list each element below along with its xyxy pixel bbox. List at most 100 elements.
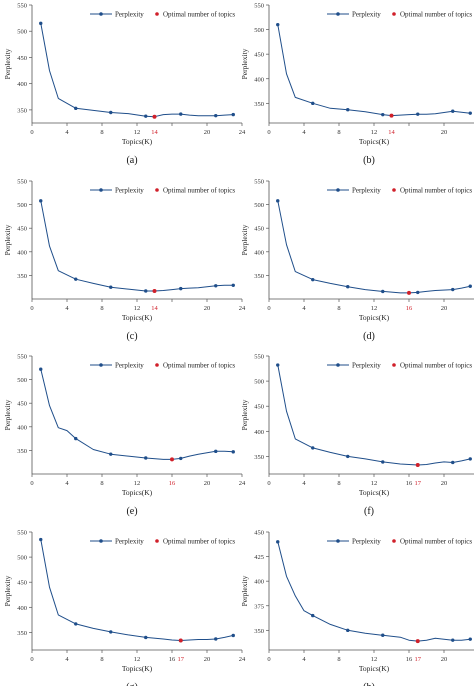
- panel-label: (g): [126, 682, 138, 686]
- optimal-point: [152, 288, 157, 293]
- y-tick-label: 400: [254, 429, 264, 436]
- x-tick-label: 0: [30, 656, 33, 663]
- y-tick-label: 500: [254, 379, 264, 386]
- x-tick-label-optimal: 14: [151, 305, 158, 312]
- legend-optimal-swatch: [392, 188, 396, 192]
- legend-optimal-swatch: [155, 539, 159, 543]
- legend-label-optimal: Optimal number of topics: [400, 187, 472, 195]
- x-tick-label: 4: [302, 129, 306, 136]
- optimal-point: [407, 290, 411, 295]
- perplexity-point: [39, 537, 43, 542]
- y-tick-label: 350: [17, 107, 27, 114]
- legend-marker-swatch: [336, 363, 340, 367]
- perplexity-point: [451, 638, 455, 642]
- x-tick-label: 0: [267, 129, 270, 136]
- y-axis-title: Perplexity: [240, 399, 249, 430]
- panel-label: (f): [364, 506, 374, 517]
- perplexity-point: [416, 112, 420, 116]
- perplexity-point: [468, 111, 472, 115]
- perplexity-point: [109, 285, 113, 289]
- panel-f: 350 400 450 500 550 0 4 8 12 16 20 24 17 Topics(K) Per…: [240, 354, 474, 517]
- perplexity-line: [277, 364, 471, 466]
- perplexity-point: [109, 110, 113, 115]
- x-tick-label: 12: [371, 480, 378, 487]
- x-tick-label: 0: [30, 305, 33, 312]
- x-tick-label-optimal: 14: [388, 129, 395, 136]
- perplexity-point: [144, 456, 148, 460]
- y-tick-label: 450: [254, 226, 264, 233]
- perplexity-line: [40, 539, 234, 641]
- perplexity-point: [39, 367, 43, 371]
- x-tick-label: 0: [30, 129, 33, 136]
- y-axis-title: Perplexity: [3, 399, 12, 430]
- legend-marker-swatch: [99, 188, 103, 192]
- perplexity-line: [40, 200, 234, 292]
- perplexity-line: [277, 24, 471, 117]
- perplexity-point: [179, 286, 183, 291]
- x-axis-title: Topics(K): [359, 488, 390, 497]
- perplexity-point: [381, 289, 385, 294]
- legend-optimal-swatch: [155, 188, 159, 192]
- panel-h: 350 375 400 425 450 0 4 8 12 16 20 24 17 Topics(K) Per…: [240, 530, 474, 686]
- y-tick-label: 400: [17, 605, 27, 612]
- x-axis-title: Topics(K): [359, 137, 390, 146]
- perplexity-line: [40, 23, 234, 118]
- x-tick-label: 12: [371, 656, 378, 663]
- y-axis-title: Perplexity: [3, 48, 12, 79]
- perplexity-point: [214, 113, 218, 118]
- x-tick-label: 4: [65, 480, 69, 487]
- y-axis-title: Perplexity: [240, 224, 249, 255]
- y-tick-label: 400: [17, 249, 27, 256]
- y-tick-label: 450: [17, 401, 27, 408]
- y-tick-label: 550: [17, 179, 27, 186]
- y-tick-label: 550: [17, 354, 27, 361]
- legend-optimal-swatch: [392, 363, 396, 367]
- x-tick-label: 20: [441, 305, 448, 312]
- x-tick-label-optimal: 17: [415, 480, 422, 487]
- y-tick-label: 500: [17, 29, 27, 36]
- legend-label-optimal: Optimal number of topics: [163, 187, 235, 195]
- panel-label: (e): [126, 506, 137, 517]
- y-tick-label: 425: [254, 554, 264, 561]
- y-tick-label: 550: [17, 3, 27, 10]
- x-tick-label: 0: [267, 480, 270, 487]
- legend-marker-swatch: [336, 188, 340, 192]
- x-tick-label: 20: [204, 656, 211, 663]
- x-tick-label: 4: [302, 480, 306, 487]
- x-tick-label: 8: [100, 656, 103, 663]
- perplexity-point: [231, 450, 235, 454]
- panel-e: 350 400 450 500 550 0 4 8 12 20 24 16 Topics(K) Perpl…: [3, 354, 246, 518]
- optimal-point: [415, 462, 420, 467]
- y-axis-title: Perplexity: [3, 575, 12, 606]
- legend-label-optimal: Optimal number of topics: [163, 538, 235, 546]
- perplexity-point: [346, 108, 350, 112]
- perplexity-point: [468, 457, 472, 461]
- perplexity-point: [144, 289, 148, 293]
- legend-optimal-swatch: [155, 12, 159, 16]
- x-tick-label-optimal: 16: [406, 305, 413, 312]
- optimal-point: [389, 113, 394, 118]
- x-tick-label: 8: [100, 480, 103, 487]
- panel-label: (a): [126, 155, 137, 166]
- x-tick-label: 16: [406, 656, 413, 663]
- x-tick-label: 20: [204, 129, 211, 136]
- y-tick-label: 500: [254, 202, 264, 209]
- y-tick-label: 400: [254, 249, 264, 256]
- legend-label-perplexity: Perplexity: [115, 11, 144, 19]
- perplexity-point: [144, 114, 148, 118]
- optimal-point: [178, 638, 183, 643]
- perplexity-point: [381, 633, 385, 637]
- x-tick-label: 8: [337, 129, 340, 136]
- optimal-point: [152, 114, 157, 119]
- y-tick-label: 350: [17, 630, 27, 637]
- perplexity-point: [231, 283, 235, 288]
- y-tick-label: 400: [254, 76, 264, 83]
- x-tick-label: 0: [267, 305, 270, 312]
- legend-optimal-swatch: [155, 363, 159, 367]
- perplexity-point: [276, 363, 280, 367]
- y-tick-label: 350: [17, 273, 27, 280]
- legend-marker-swatch: [336, 539, 340, 543]
- x-tick-label: 20: [441, 656, 448, 663]
